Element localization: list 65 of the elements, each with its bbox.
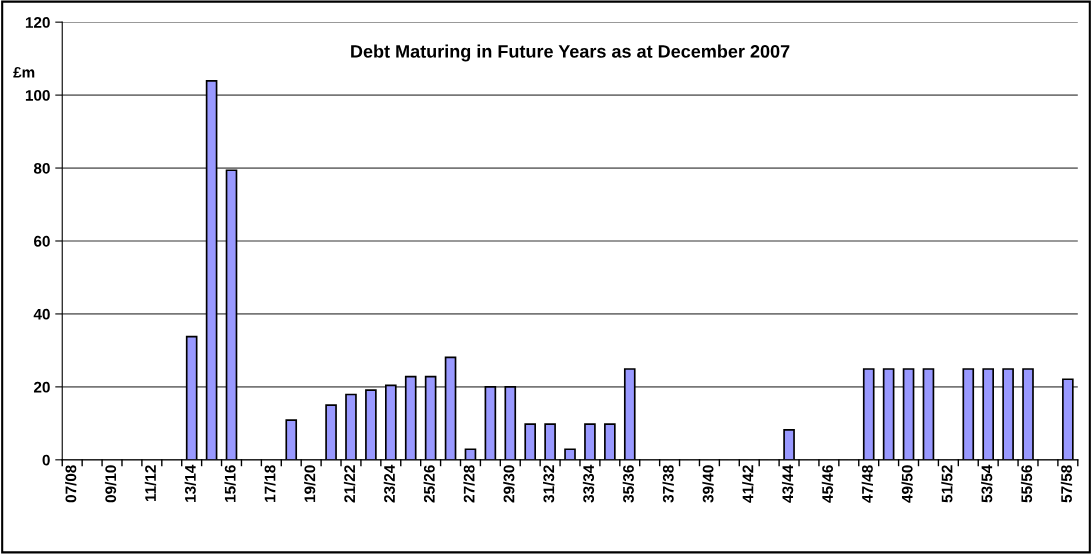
bar bbox=[1022, 368, 1034, 460]
y-tick-label: 0 bbox=[42, 454, 50, 466]
x-tick-label: 23/24 bbox=[383, 464, 396, 503]
y-tick-label: 100 bbox=[25, 89, 50, 101]
x-tick-label: 27/28 bbox=[463, 465, 475, 503]
text: Debt Maturing in Future Years as at December 2007 bbox=[351, 44, 790, 62]
x-tick-label: 45/46 bbox=[821, 465, 834, 503]
bar bbox=[922, 368, 935, 460]
bar bbox=[285, 419, 298, 460]
y-axis-title: £m bbox=[13, 66, 35, 78]
x-tick-label: 51/52 bbox=[941, 465, 953, 503]
x-tick-label: 15/16 bbox=[224, 465, 236, 502]
x-tick-label: 33/34 bbox=[582, 464, 595, 503]
bar bbox=[783, 429, 795, 460]
x-tick-label: 39/40 bbox=[702, 465, 714, 503]
x-tick-label: 07/08 bbox=[65, 465, 77, 503]
x-tick-label: 25/26 bbox=[423, 465, 435, 503]
x-tick-label: 35/36 bbox=[622, 465, 635, 503]
x-tick-label: 55/56 bbox=[1020, 465, 1033, 503]
x-tick-label: 37/38 bbox=[662, 465, 674, 503]
x-tick-label: 43/44 bbox=[781, 464, 794, 503]
bar bbox=[962, 368, 975, 460]
y-tick-label: 80 bbox=[33, 162, 50, 174]
bar bbox=[484, 386, 497, 460]
y-tick-label: 40 bbox=[33, 308, 50, 320]
x-tick-label: 31/32 bbox=[542, 465, 555, 503]
bar bbox=[1002, 368, 1014, 460]
x-tick-label: 41/42 bbox=[742, 465, 754, 503]
x-tick-label: 13/14 bbox=[184, 464, 196, 502]
bar bbox=[345, 393, 357, 460]
bar bbox=[404, 375, 417, 460]
x-tick-label: 19/20 bbox=[304, 465, 316, 502]
x-tick-label: 57/58 bbox=[1060, 465, 1073, 503]
bar bbox=[225, 169, 238, 460]
bar bbox=[862, 368, 875, 460]
bar bbox=[882, 368, 895, 460]
bar bbox=[464, 448, 477, 460]
x-tick-label: 53/54 bbox=[981, 464, 993, 503]
bar bbox=[384, 384, 397, 460]
x-tick-label: 47/48 bbox=[861, 465, 873, 503]
bar bbox=[564, 448, 576, 460]
bar bbox=[902, 368, 915, 460]
bar bbox=[584, 423, 596, 460]
bar bbox=[185, 335, 198, 460]
x-tick-label: 21/22 bbox=[343, 465, 356, 503]
x-tick-label: 17/18 bbox=[264, 465, 276, 502]
x-tick-label: 11/12 bbox=[144, 465, 157, 502]
bar bbox=[424, 375, 437, 460]
bar bbox=[623, 368, 636, 460]
x-tick-label: 49/50 bbox=[901, 465, 913, 503]
bar bbox=[504, 386, 517, 460]
x-tick-label: 09/10 bbox=[104, 465, 117, 503]
bar bbox=[982, 368, 995, 460]
bar bbox=[205, 80, 218, 460]
bar bbox=[524, 423, 537, 460]
bar bbox=[544, 423, 556, 460]
x-tick-label: 29/30 bbox=[503, 465, 515, 503]
y-tick-label: 20 bbox=[33, 381, 50, 393]
bar bbox=[1062, 378, 1074, 460]
bar bbox=[604, 423, 616, 460]
y-tick-label: 120 bbox=[25, 17, 50, 28]
bar bbox=[444, 356, 457, 460]
y-tick-label: 60 bbox=[34, 235, 50, 247]
bar bbox=[365, 389, 377, 460]
bar bbox=[325, 404, 337, 460]
